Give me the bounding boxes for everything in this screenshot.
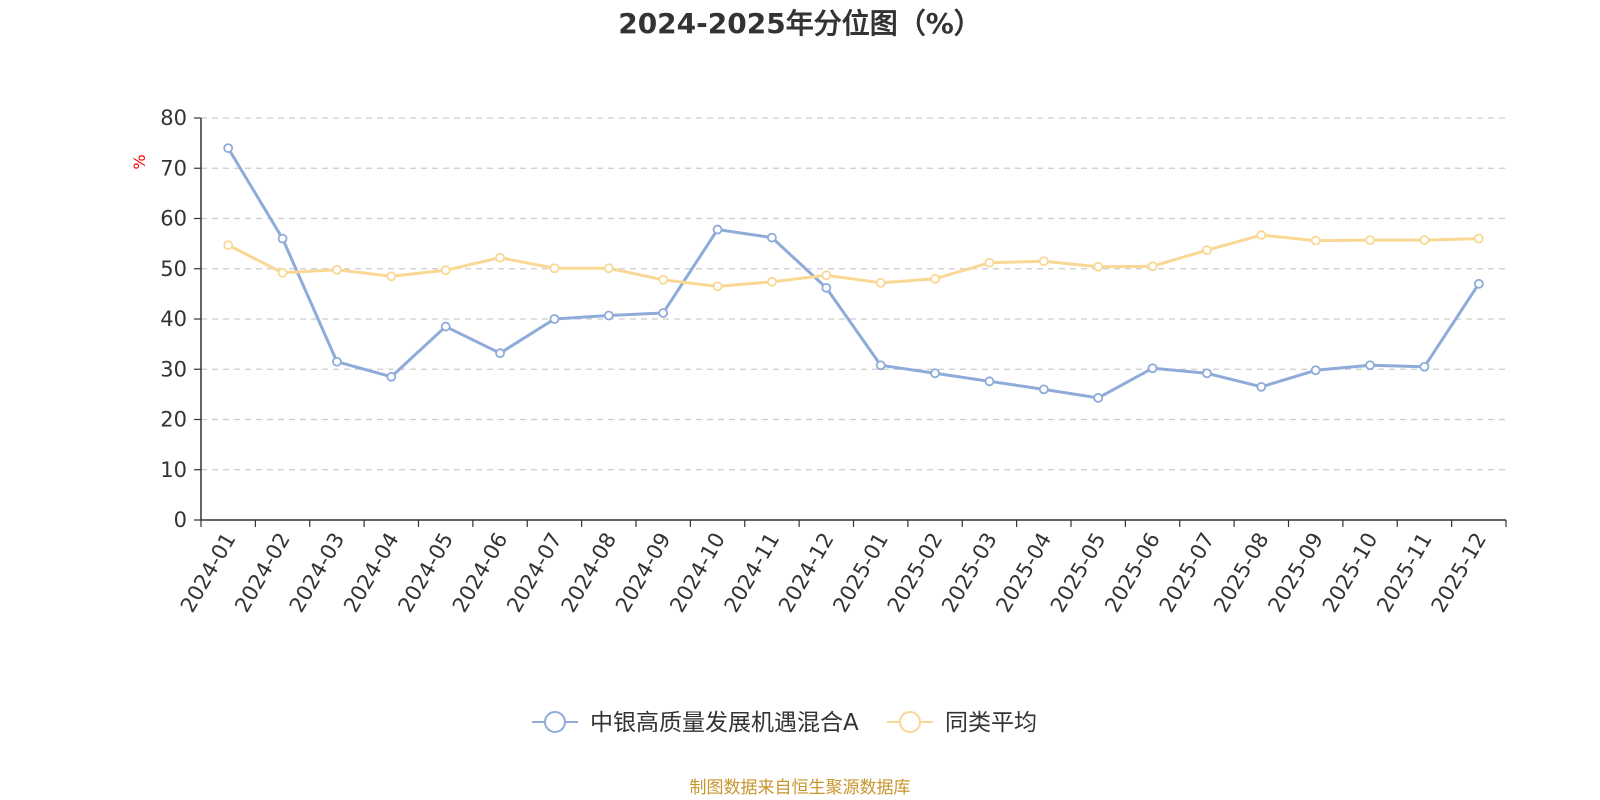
series-layer [223, 143, 1484, 403]
data-point[interactable] [930, 368, 940, 379]
data-point[interactable] [1310, 235, 1321, 246]
y-tick-label: 0 [174, 508, 187, 532]
y-tick-label: 30 [160, 357, 187, 381]
source-note: 制图数据来自恒生聚源数据库 [690, 778, 911, 798]
data-point[interactable] [1256, 230, 1267, 240]
data-point[interactable] [821, 282, 832, 293]
data-point[interactable] [440, 265, 451, 276]
legend[interactable]: 中银高质量发展机遇混合A 同类平均 [532, 710, 1037, 736]
data-point[interactable] [658, 274, 669, 285]
data-point[interactable] [1038, 384, 1049, 395]
data-point[interactable] [440, 321, 451, 332]
y-tick-label: 10 [160, 458, 187, 482]
y-tick-label: 50 [160, 257, 187, 281]
legend-marker [544, 711, 566, 733]
data-point[interactable] [549, 263, 560, 274]
data-point[interactable] [1093, 392, 1104, 403]
legend-label: 同类平均 [945, 710, 1037, 736]
y-tick-label: 60 [160, 207, 187, 231]
series-line [226, 147, 1481, 400]
data-point[interactable] [603, 263, 614, 274]
data-point[interactable] [1038, 256, 1049, 267]
data-point[interactable] [1473, 278, 1484, 289]
axis-layer: 010203040506070802024-012024-022024-0320… [160, 106, 1507, 617]
data-point[interactable] [1419, 235, 1430, 246]
legend-marker [899, 711, 921, 733]
data-point[interactable] [332, 356, 342, 367]
y-tick-label: 80 [160, 106, 187, 130]
data-point[interactable] [875, 360, 886, 371]
data-point[interactable] [603, 310, 614, 321]
y-tick-label: 40 [160, 307, 187, 331]
legend-item-0[interactable]: 中银高质量发展机遇混合A [532, 710, 859, 736]
data-point[interactable] [1093, 261, 1104, 272]
data-point[interactable] [658, 308, 669, 318]
data-point[interactable] [875, 277, 886, 288]
data-point[interactable] [1473, 233, 1484, 244]
data-point[interactable] [332, 264, 342, 275]
data-point[interactable] [495, 348, 505, 359]
x-tick-label: 2025-12 [1426, 529, 1491, 617]
data-point[interactable] [386, 371, 397, 382]
data-point[interactable] [984, 257, 995, 268]
data-point[interactable] [1147, 261, 1158, 272]
data-point[interactable] [223, 240, 234, 251]
data-point[interactable] [495, 252, 505, 263]
data-point[interactable] [1202, 368, 1212, 379]
data-point[interactable] [767, 276, 777, 287]
legend-label: 中银高质量发展机遇混合A [590, 710, 859, 736]
series-0 [223, 143, 1484, 403]
chart-title: 2024-2025年分位图（%） [618, 7, 982, 40]
data-point[interactable] [984, 376, 995, 387]
data-point[interactable] [1365, 235, 1375, 246]
data-point[interactable] [386, 271, 397, 282]
data-point[interactable] [767, 232, 777, 243]
data-point[interactable] [930, 273, 940, 284]
data-point[interactable] [712, 281, 723, 292]
data-point[interactable] [549, 314, 560, 324]
series-line [227, 233, 1479, 288]
y-axis-label: % [130, 154, 149, 169]
data-point[interactable] [277, 267, 288, 278]
data-point[interactable] [1310, 365, 1321, 376]
legend-item-1[interactable]: 同类平均 [887, 710, 1037, 736]
y-tick-label: 70 [160, 156, 187, 180]
data-point[interactable] [712, 224, 723, 235]
data-point[interactable] [223, 143, 234, 154]
data-point[interactable] [277, 233, 288, 244]
grid-layer [201, 117, 1506, 471]
series-1 [223, 230, 1484, 292]
data-point[interactable] [1256, 381, 1267, 392]
data-point[interactable] [1202, 245, 1212, 256]
data-point[interactable] [1147, 363, 1158, 374]
y-tick-label: 20 [160, 408, 187, 432]
data-point[interactable] [1419, 361, 1430, 372]
data-point[interactable] [821, 270, 832, 281]
data-point[interactable] [1365, 360, 1375, 371]
